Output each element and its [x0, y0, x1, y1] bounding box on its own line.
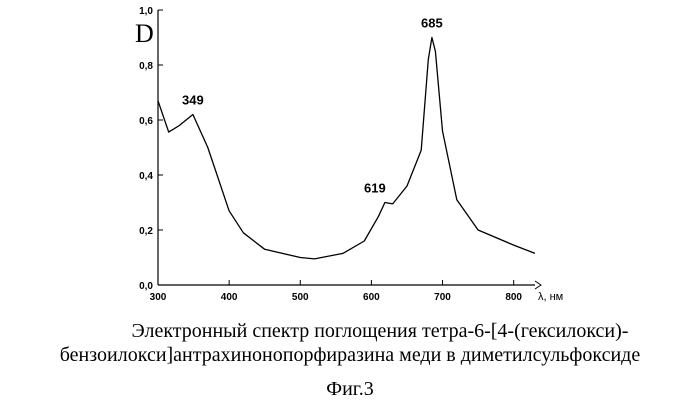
y-tick-label: 0,8 [139, 61, 153, 72]
x-tick-label: 700 [434, 292, 451, 303]
peak-label: 349 [182, 93, 204, 108]
peak-label: 685 [421, 16, 443, 31]
x-tick-label: 600 [363, 292, 380, 303]
figure-label: Фиг.3 [326, 378, 373, 400]
caption-line: бензоилокси]антрахинонопорфиразина меди … [60, 344, 641, 366]
x-tick-label: 500 [292, 292, 309, 303]
y-tick-label: 0,4 [139, 171, 153, 182]
chart: D λ, нм Электронный спектр поглощения те… [0, 0, 699, 409]
y-axis-label: D [135, 19, 154, 48]
y-tick-label: 0,6 [139, 116, 153, 127]
x-tick-label: 800 [505, 292, 522, 303]
spectrum-line [158, 38, 535, 259]
y-tick-label: 0,2 [139, 226, 153, 237]
x-axis-label: λ, нм [538, 291, 563, 303]
x-tick-label: 300 [150, 292, 167, 303]
y-tick-label: 0,0 [139, 281, 153, 292]
y-tick-label: 1,0 [139, 6, 153, 17]
x-axis-arrow [535, 281, 541, 289]
caption-line: Электронный спектр поглощения тетра-6-[4… [132, 320, 629, 342]
x-tick-label: 400 [221, 292, 238, 303]
page: {"chart_data": {"type": "line", "y_label… [0, 0, 699, 409]
peak-label: 619 [364, 181, 386, 196]
